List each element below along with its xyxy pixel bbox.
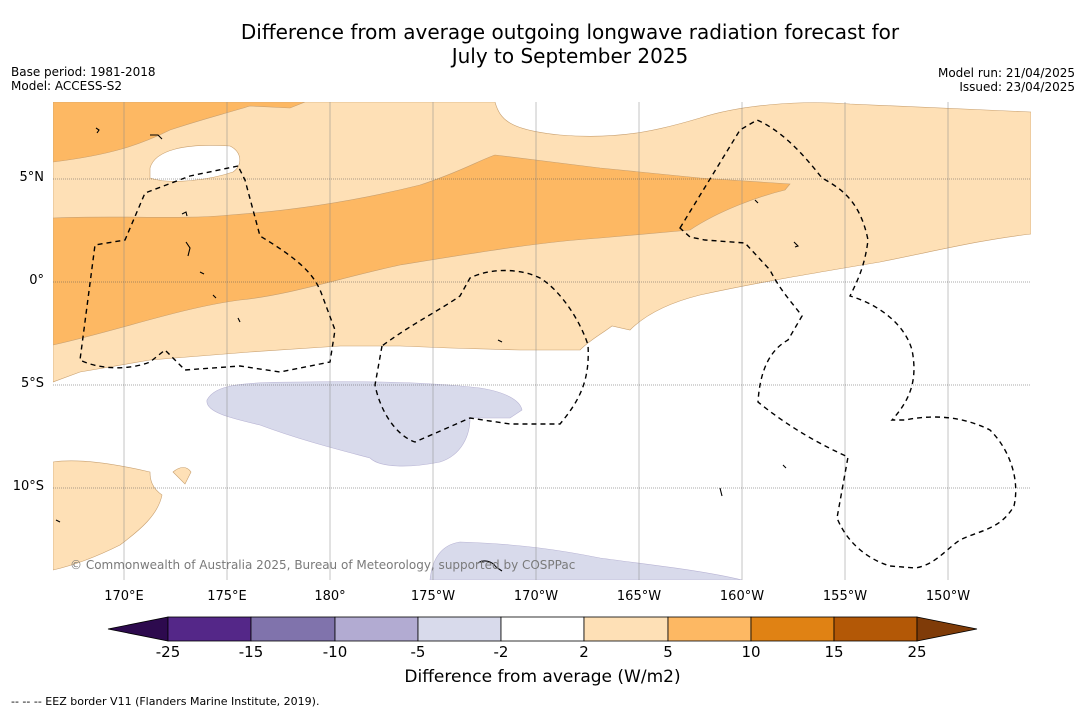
title-line-2: July to September 2025 xyxy=(451,44,689,68)
model-name: Model: ACCESS-S2 xyxy=(11,79,123,93)
colorbar xyxy=(107,616,978,642)
colorbar-tick-2: -15 xyxy=(238,643,264,661)
island-14 xyxy=(497,339,503,343)
island-8 xyxy=(754,199,759,204)
island-9 xyxy=(793,241,800,248)
colorbar-bin-4 xyxy=(417,616,502,642)
colorbar-bin-3 xyxy=(334,616,419,642)
colorbar-tick-4: -5 xyxy=(410,643,426,661)
island-12 xyxy=(719,487,723,497)
lon-label-170e: 170°E xyxy=(104,589,144,604)
anomaly-region-lavender-bottom xyxy=(429,541,743,580)
lon-label-160w: 160°W xyxy=(719,589,765,604)
island-3 xyxy=(181,211,188,217)
meta-right: Model run: 21/04/2025 Issued: 23/04/2025 xyxy=(938,66,1075,94)
island-6 xyxy=(212,294,217,299)
island-5 xyxy=(199,271,205,275)
colorbar-bin-9 xyxy=(833,616,918,642)
colorbar-tick-9: 15 xyxy=(824,643,844,661)
island-10 xyxy=(782,464,787,469)
anomaly-region-light-orange-islet xyxy=(172,467,192,485)
map-panel xyxy=(53,102,1031,580)
eez-border-east xyxy=(679,119,1017,569)
colorbar-bin-7 xyxy=(667,616,752,642)
meta-left: Base period: 1981-2018 Model: ACCESS-S2 xyxy=(11,65,156,93)
colorbar-extend-high xyxy=(916,616,978,642)
island-2 xyxy=(150,134,163,140)
colorbar-bin-1 xyxy=(167,616,252,642)
lon-label-180: 180° xyxy=(314,589,346,604)
lat-label-0: 0° xyxy=(29,273,44,288)
parallels xyxy=(53,178,1031,489)
colorbar-tick-1: -25 xyxy=(155,643,181,661)
issued-date: Issued: 23/04/2025 xyxy=(959,80,1075,94)
lon-label-150w: 150°W xyxy=(925,589,971,604)
colorbar-bin-5 xyxy=(500,616,585,642)
colorbar-extend-low xyxy=(107,616,169,642)
lon-label-175w: 175°W xyxy=(410,589,456,604)
island-1 xyxy=(95,127,100,134)
island-7 xyxy=(237,317,241,323)
model-run: Model run: 21/04/2025 xyxy=(937,66,1075,80)
map-title: Difference from average outgoing longwav… xyxy=(0,20,1085,68)
island-11 xyxy=(477,560,503,572)
colorbar-tick-6: 2 xyxy=(579,643,589,661)
eez-borders xyxy=(79,119,1017,569)
lat-label-5n: 5°N xyxy=(19,170,45,185)
colorbar-bin-8 xyxy=(750,616,835,642)
lon-label-155w: 155°W xyxy=(822,589,868,604)
copyright-notice: © Commonwealth of Australia 2025, Bureau… xyxy=(70,558,576,572)
anomaly-region-orange-topleft xyxy=(53,102,306,163)
eez-footnote: -- -- -- EEZ border V11 (Flanders Marine… xyxy=(11,695,320,708)
lat-label-10s: 10°S xyxy=(12,479,44,494)
lon-label-175e: 175°E xyxy=(207,589,247,604)
title-line-1: Difference from average outgoing longwav… xyxy=(240,20,900,44)
colorbar-tick-5: -2 xyxy=(493,643,509,661)
colorbar-tick-3: -10 xyxy=(322,643,348,661)
anomaly-region-light-orange-bottomleft xyxy=(53,460,163,571)
anomaly-region-lavender-centre xyxy=(206,381,523,467)
eez-border-centre xyxy=(374,269,589,443)
eez-border-west xyxy=(79,165,336,373)
colorbar-tick-8: 10 xyxy=(741,643,761,661)
colorbar-bin-6 xyxy=(583,616,669,642)
colorbar-label: Difference from average (W/m2) xyxy=(404,667,681,687)
colorbar-tick-10: 25 xyxy=(907,643,927,661)
island-4 xyxy=(185,241,191,257)
islands xyxy=(55,127,800,572)
island-13 xyxy=(55,519,61,523)
lat-label-5s: 5°S xyxy=(20,376,44,391)
colorbar-tick-7: 5 xyxy=(663,643,673,661)
anomaly-region-neutral-hole xyxy=(149,145,241,182)
anomaly-region-orange xyxy=(53,154,791,346)
base-period: Base period: 1981-2018 xyxy=(11,65,156,79)
graticule xyxy=(123,102,949,580)
lon-label-170w: 170°W xyxy=(513,589,559,604)
colorbar-bin-2 xyxy=(250,616,336,642)
lon-label-165w: 165°W xyxy=(616,589,662,604)
